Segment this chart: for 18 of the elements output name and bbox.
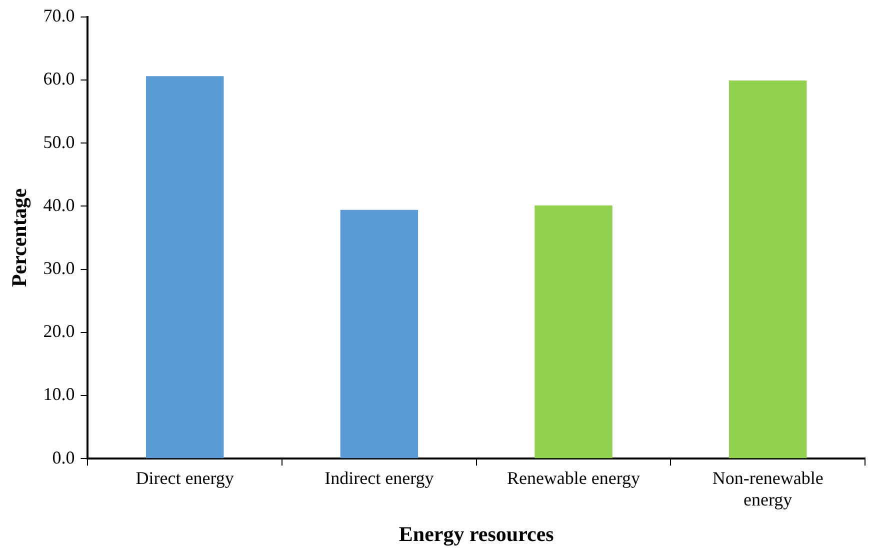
y-tick-label: 60.0 xyxy=(43,68,75,89)
x-tick-label: Indirect energy xyxy=(324,468,434,488)
bar xyxy=(534,206,612,458)
y-tick-label: 40.0 xyxy=(43,194,75,215)
bar xyxy=(146,76,224,458)
x-tick-label: Direct energy xyxy=(136,468,234,488)
y-tick-label: 70.0 xyxy=(43,6,75,26)
x-tick-label: Non-renewable energy xyxy=(712,468,824,510)
x-axis-title: Energy resources xyxy=(398,522,554,546)
y-tick-label: 0.0 xyxy=(52,447,75,468)
y-tick-label: 30.0 xyxy=(43,258,75,278)
bar xyxy=(340,210,418,458)
y-axis-title: Percentage xyxy=(7,188,32,288)
y-tick-label: 20.0 xyxy=(43,321,75,342)
x-tick-label: Renewable energy xyxy=(506,468,640,488)
bar xyxy=(728,80,807,458)
y-tick-label: 50.0 xyxy=(43,132,75,152)
y-tick-label: 10.0 xyxy=(43,384,75,404)
